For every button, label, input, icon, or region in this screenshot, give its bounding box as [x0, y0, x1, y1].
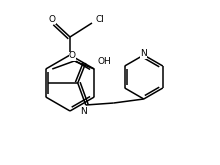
Text: Cl: Cl [95, 16, 104, 24]
Text: N: N [80, 108, 87, 116]
Text: OH: OH [98, 56, 112, 66]
Text: O: O [69, 51, 76, 61]
Text: O: O [48, 15, 55, 23]
Text: N: N [140, 50, 147, 59]
